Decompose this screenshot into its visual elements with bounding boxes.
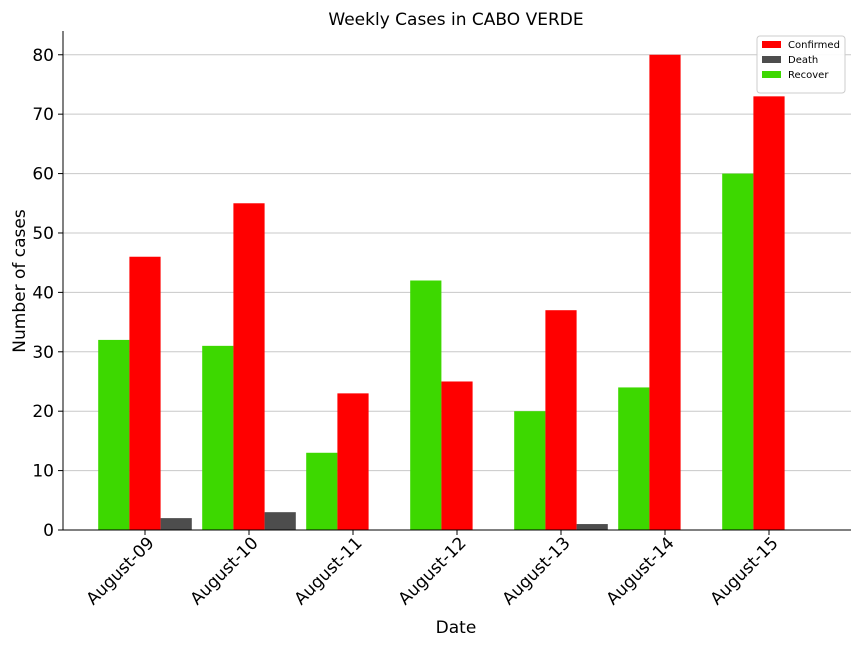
y-tick-label: 30 xyxy=(32,343,54,363)
x-axis-ticks: August-09 August-10 August-11 August-12 Augu… xyxy=(83,530,783,609)
y-tick-label: 70 xyxy=(32,105,54,125)
x-tick-label: August-09 xyxy=(83,533,159,609)
bar-confirmed-august-12 xyxy=(441,381,473,530)
bar-recover-august-13 xyxy=(514,411,546,530)
legend-swatch-confirmed xyxy=(762,41,781,48)
y-axis-title: Number of cases xyxy=(10,209,30,353)
legend-box xyxy=(756,35,846,94)
bar-recover-august-10 xyxy=(202,345,234,530)
legend-label-death: Death xyxy=(788,55,818,66)
bar-death-august-10 xyxy=(264,512,296,530)
bar-recover-august-15 xyxy=(722,173,754,531)
y-tick-label: 60 xyxy=(32,165,54,185)
x-tick-label: August-10 xyxy=(187,533,263,609)
gridlines xyxy=(63,54,851,472)
y-tick-label: 20 xyxy=(32,402,54,422)
y-axis-ticks: 0 10 20 30 40 50 60 70 80 xyxy=(32,46,63,541)
x-tick-label: August-15 xyxy=(707,533,783,609)
y-tick-label: 0 xyxy=(43,521,54,541)
y-tick-label: 40 xyxy=(32,283,54,303)
legend: Confirmed Death Recover xyxy=(756,35,846,94)
bar-recover-august-09 xyxy=(98,339,130,530)
x-tick-label: August-11 xyxy=(291,533,367,609)
y-tick-label: 10 xyxy=(32,462,54,482)
bar-confirmed-august-15 xyxy=(753,96,785,530)
bar-confirmed-august-09 xyxy=(129,256,161,530)
bar-death-august-13 xyxy=(576,524,608,530)
x-tick-label: August-14 xyxy=(603,533,679,609)
bar-confirmed-august-11 xyxy=(337,393,369,530)
bar-recover-august-11 xyxy=(306,452,338,530)
x-axis-title: Date xyxy=(436,618,477,638)
legend-label-recover: Recover xyxy=(788,70,829,81)
bar-recover-august-12 xyxy=(410,280,442,530)
bars xyxy=(98,54,785,531)
legend-label-confirmed: Confirmed xyxy=(788,40,840,51)
x-tick-label: August-13 xyxy=(499,533,575,609)
bar-confirmed-august-14 xyxy=(649,54,681,531)
chart-title: Weekly Cases in CABO VERDE xyxy=(328,10,583,30)
legend-swatch-death xyxy=(762,56,781,63)
bar-confirmed-august-13 xyxy=(545,310,577,530)
y-tick-label: 50 xyxy=(32,224,54,244)
legend-swatch-recover xyxy=(762,71,781,78)
bar-recover-august-14 xyxy=(618,387,650,530)
y-tick-label: 80 xyxy=(32,46,54,66)
bar-confirmed-august-10 xyxy=(233,203,265,530)
bar-death-august-09 xyxy=(160,518,192,530)
x-tick-label: August-12 xyxy=(395,533,471,609)
